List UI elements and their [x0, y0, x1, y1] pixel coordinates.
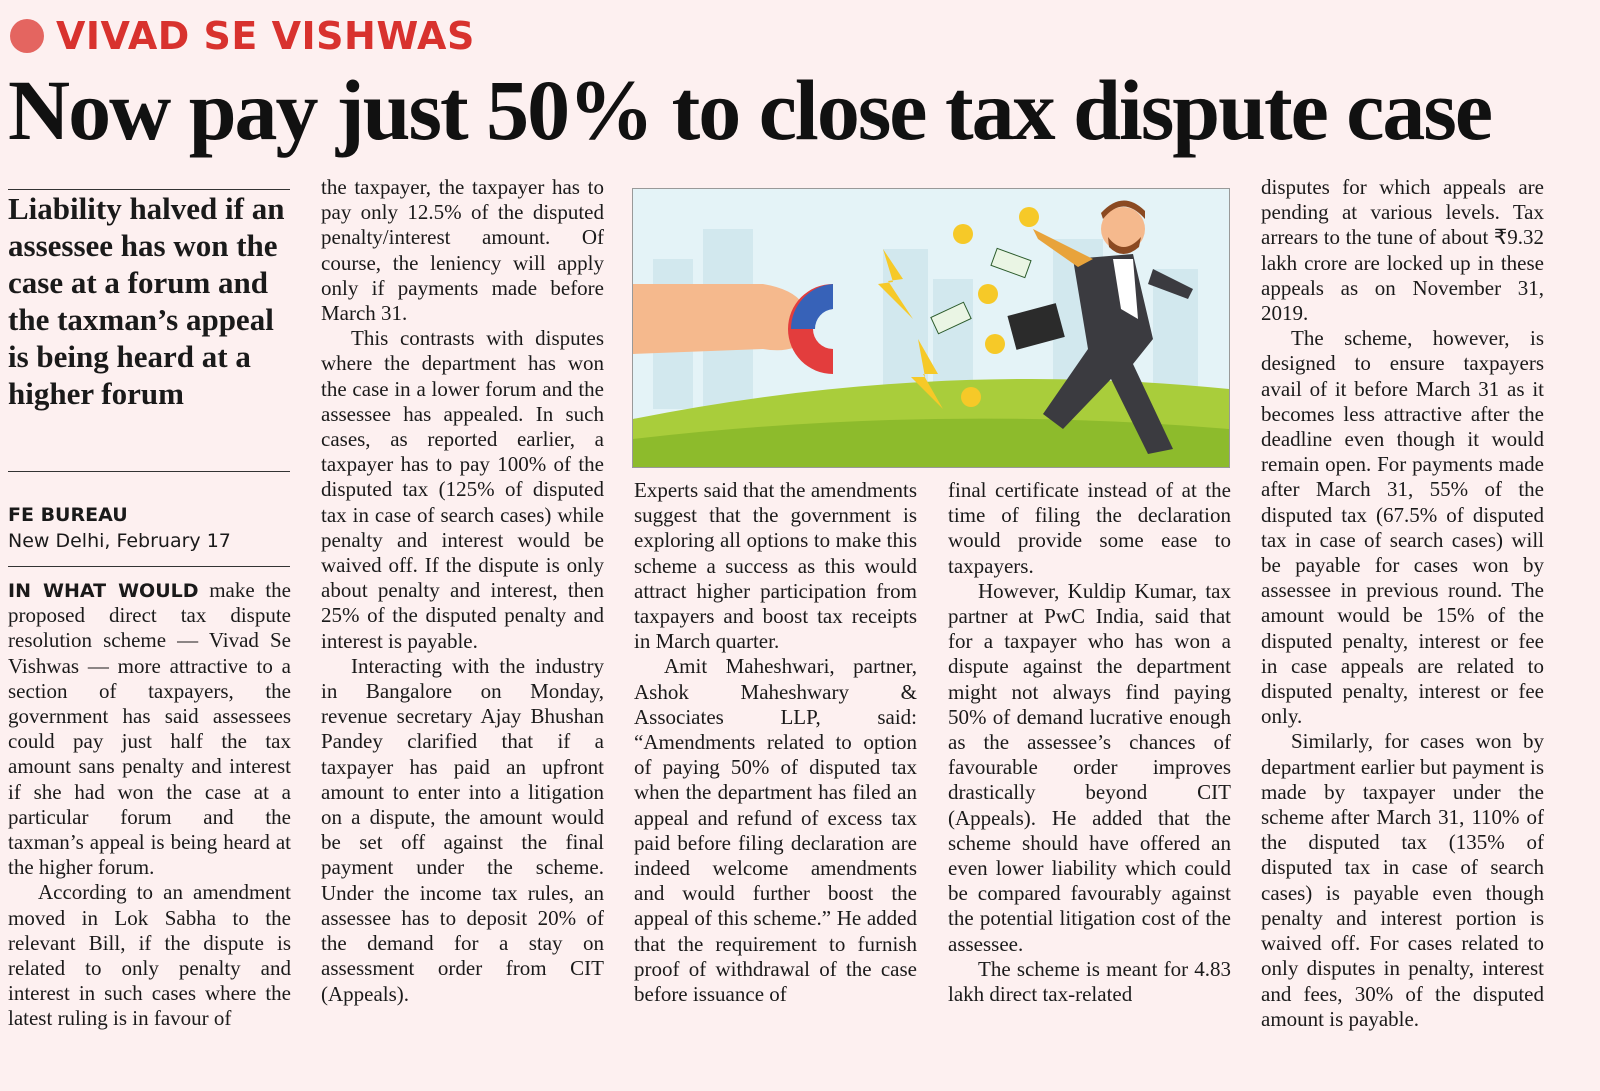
- column: Experts said that the amendments suggest…: [634, 478, 917, 1038]
- paragraph: However, Kuldip Kumar, tax partner at Pw…: [948, 578, 1231, 956]
- headline: Now pay just 50% to close tax dispute ca…: [8, 62, 1493, 158]
- paragraph: IN WHAT WOULD make the proposed direct t…: [8, 578, 291, 880]
- column: IN WHAT WOULD make the proposed direct t…: [8, 578, 291, 1038]
- byline-agency: FE BUREAU: [8, 504, 128, 526]
- paragraph: Experts said that the amendments suggest…: [634, 478, 917, 654]
- rule: [8, 471, 290, 472]
- paragraph: The scheme is meant for 4.83 lakh direct…: [948, 956, 1231, 1007]
- paragraph: The scheme, however, is designed to ensu…: [1261, 326, 1544, 729]
- dateline: New Delhi, February 17: [8, 530, 231, 552]
- paragraph: Amit Maheshwari, partner, Ashok Maheshwa…: [634, 654, 917, 1007]
- paragraph: Similarly, for cases won by department e…: [1261, 729, 1544, 1031]
- rule: [8, 189, 290, 190]
- column: the taxpayer, the taxpayer has to pay on…: [321, 175, 604, 1038]
- kicker-dot: [10, 19, 44, 53]
- paragraph: the taxpayer, the taxpayer has to pay on…: [321, 175, 604, 326]
- paragraph: final certificate instead of at the time…: [948, 478, 1231, 578]
- paragraph: According to an amendment moved in Lok S…: [8, 880, 291, 1031]
- kicker-text: VIVAD SE VISHWAS: [56, 14, 475, 58]
- column: final certificate instead of at the time…: [948, 478, 1231, 1038]
- paragraph: Interacting with the industry in Bangalo…: [321, 653, 604, 1006]
- rule: [8, 566, 290, 567]
- lead-in: IN WHAT WOULD: [8, 580, 199, 602]
- standfirst: Liability halved if an assessee has won …: [8, 191, 285, 411]
- column: disputes for which appeals are pending a…: [1261, 175, 1544, 1038]
- paragraph: This contrasts with disputes where the d…: [321, 326, 604, 653]
- illustration: [632, 188, 1230, 468]
- kicker: VIVAD SE VISHWAS: [10, 14, 475, 58]
- paragraph: disputes for which appeals are pending a…: [1261, 175, 1544, 326]
- paragraph-text: make the proposed direct tax dispute res…: [8, 578, 291, 880]
